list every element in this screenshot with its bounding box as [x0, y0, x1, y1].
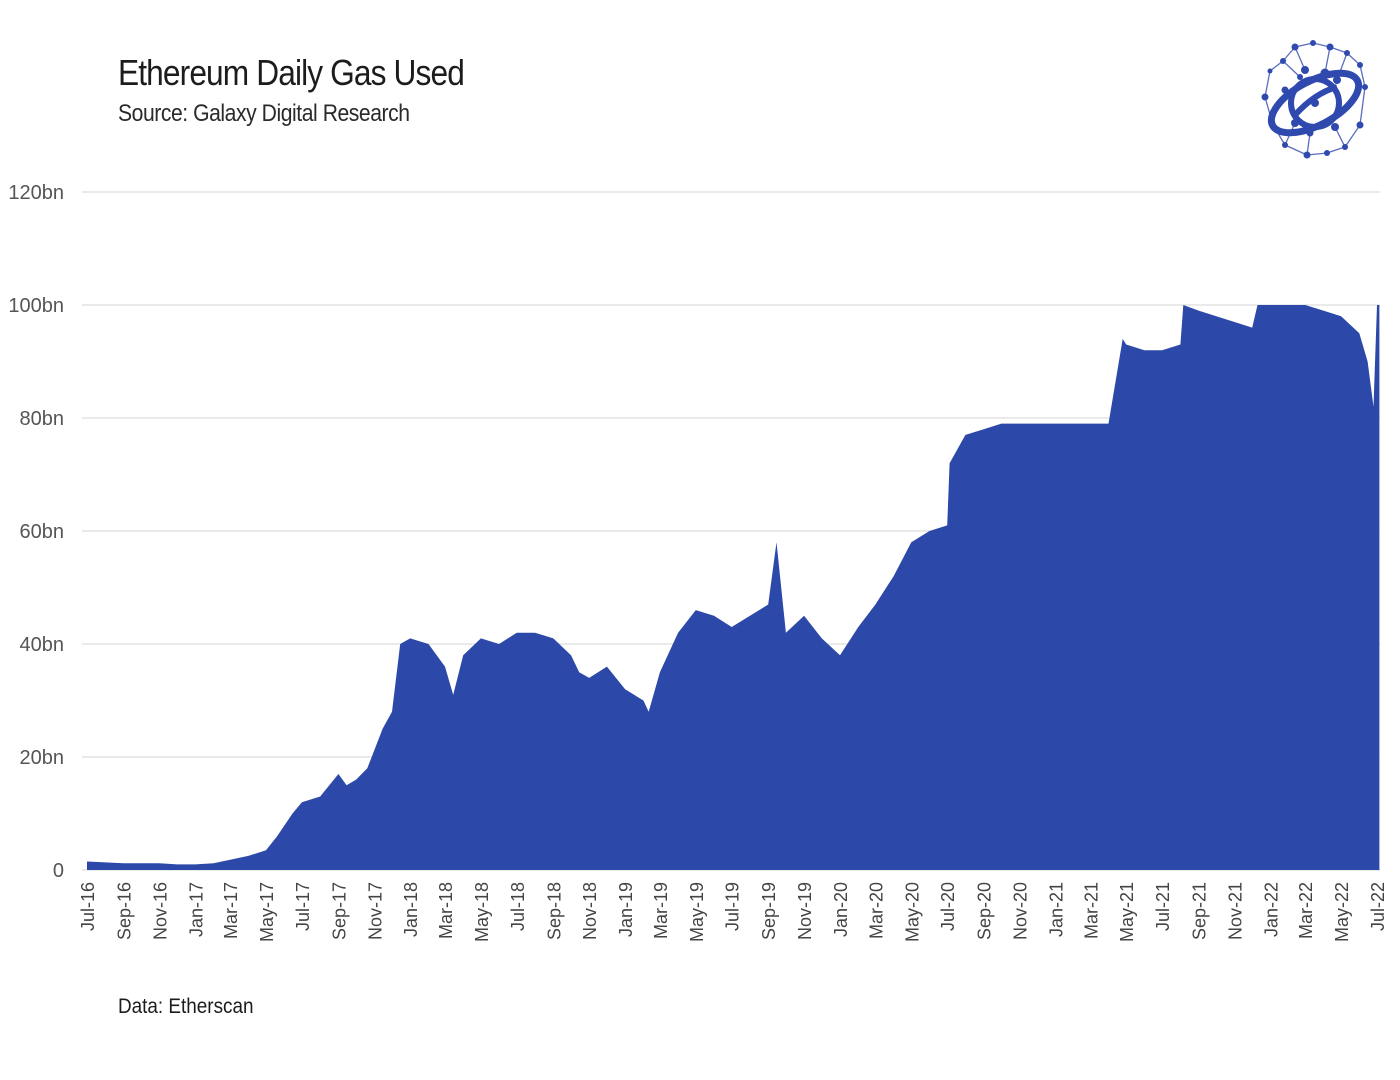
y-tick-label: 100bn	[8, 295, 64, 317]
x-tick-label: Jul-19	[723, 882, 743, 931]
x-tick-label: Jul-18	[508, 882, 528, 931]
x-tick-label: Mar-21	[1081, 882, 1101, 939]
x-tick-label: Sep-19	[759, 882, 779, 940]
x-tick-label: Sep-16	[115, 882, 135, 940]
galaxy-digital-logo-icon	[1261, 40, 1368, 159]
x-tick-label: Sep-17	[329, 882, 349, 940]
x-tick-label: Jan-18	[401, 882, 421, 937]
y-tick-label: 0	[53, 860, 64, 882]
x-axis-ticks: Jul-16 Sep-16 Nov-16 Jan-17 Mar-17 May-17 Jul-…	[78, 882, 1388, 942]
x-tick-label: Jul-21	[1153, 882, 1173, 931]
x-tick-label: May-20	[902, 882, 922, 942]
x-tick-label: Nov-16	[150, 882, 170, 940]
y-tick-label: 40bn	[20, 634, 65, 656]
x-tick-label: May-22	[1332, 882, 1352, 942]
x-tick-label: May-17	[257, 882, 277, 942]
chart-subtitle: Source: Galaxy Digital Research	[118, 100, 410, 127]
x-tick-label: May-19	[687, 882, 707, 942]
y-axis-ticks: 0 20bn 40bn 60bn 80bn 100bn 120bn	[8, 182, 64, 882]
x-tick-label: Sep-21	[1190, 882, 1210, 940]
x-tick-label: Jul-17	[293, 882, 313, 931]
x-tick-label: Sep-20	[975, 882, 995, 940]
x-tick-label: Nov-21	[1226, 882, 1246, 940]
x-tick-label: Mar-18	[436, 882, 456, 939]
x-tick-label: Jan-20	[831, 882, 851, 937]
x-tick-label: Nov-20	[1011, 882, 1031, 940]
x-tick-label: Jan-17	[186, 882, 206, 937]
gas-used-area	[87, 305, 1380, 870]
y-tick-label: 60bn	[20, 521, 65, 543]
y-tick-label: 20bn	[20, 747, 65, 769]
x-tick-label: Mar-17	[221, 882, 241, 939]
x-tick-label: Jan-21	[1047, 882, 1067, 937]
y-tick-label: 80bn	[20, 408, 65, 430]
x-tick-label: May-21	[1117, 882, 1137, 942]
x-tick-label: Jan-19	[616, 882, 636, 937]
x-tick-label: Sep-18	[544, 882, 564, 940]
data-source-note: Data: Etherscan	[118, 995, 254, 1018]
x-tick-label: Nov-18	[580, 882, 600, 940]
x-tick-label: Jan-22	[1261, 882, 1281, 937]
x-tick-label: Jul-22	[1368, 882, 1388, 931]
x-tick-label: Mar-22	[1296, 882, 1316, 939]
chart-area-layer	[87, 305, 1380, 870]
x-tick-label: Mar-19	[651, 882, 671, 939]
x-tick-label: Jul-20	[938, 882, 958, 931]
x-tick-label: May-18	[472, 882, 492, 942]
x-tick-label: Jul-16	[78, 882, 98, 931]
chart-title: Ethereum Daily Gas Used	[118, 52, 465, 93]
x-tick-label: Mar-20	[866, 882, 886, 939]
x-tick-label: Nov-19	[795, 882, 815, 940]
y-tick-label: 120bn	[8, 182, 64, 204]
x-tick-label: Nov-17	[365, 882, 385, 940]
